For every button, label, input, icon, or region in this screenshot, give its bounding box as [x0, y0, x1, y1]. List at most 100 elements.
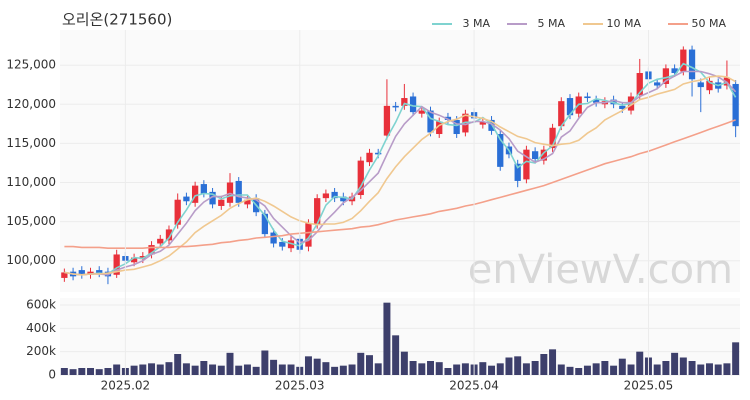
volume-bar: [627, 364, 635, 375]
candle-body: [61, 272, 68, 278]
legend-label: 3 MA: [462, 17, 490, 30]
volume-bar: [566, 366, 574, 375]
candle-body: [662, 68, 670, 84]
volume-bar: [732, 342, 740, 375]
volume-bar: [87, 368, 94, 375]
candle-body: [279, 241, 286, 247]
candle-body: [409, 96, 417, 113]
candle-body: [671, 68, 678, 74]
volume-bar: [392, 335, 400, 375]
volume-bar: [261, 350, 269, 375]
volume-bar: [697, 364, 705, 375]
y-tick-label: 110,000: [6, 175, 56, 189]
candle-body: [174, 199, 181, 225]
candle-body: [497, 134, 504, 167]
candle-body: [148, 245, 155, 255]
volume-bar: [366, 355, 373, 375]
y-tick-label: 115,000: [6, 136, 56, 150]
watermark: enViewV.com: [468, 247, 733, 293]
volume-bar: [671, 352, 679, 375]
volume-bar: [514, 356, 522, 375]
candle-body: [479, 121, 486, 125]
volume-bar: [104, 368, 112, 375]
candle-body: [270, 232, 277, 244]
volume-bar: [200, 361, 208, 375]
volume-bar: [348, 364, 356, 375]
candle-body: [619, 105, 626, 109]
volume-bar: [313, 358, 321, 375]
volume-bar: [191, 365, 199, 375]
volume-bar: [383, 302, 391, 375]
volume-bar: [374, 363, 382, 375]
volume-bar: [435, 362, 443, 375]
candle-body: [706, 80, 713, 91]
volume-bar: [592, 363, 600, 375]
volume-bar: [209, 364, 217, 375]
candle-body: [165, 229, 173, 241]
volume-bar: [69, 369, 77, 375]
legend-label: 50 MA: [691, 17, 726, 30]
candle-body: [566, 98, 574, 116]
volume-bar: [522, 363, 530, 375]
volume-bar: [610, 365, 618, 375]
candle-body: [331, 191, 338, 199]
volume-bar: [618, 358, 626, 375]
volume-bar: [304, 356, 312, 375]
candle-body: [340, 196, 347, 202]
candle-body: [697, 82, 704, 88]
candle-body: [427, 110, 434, 133]
candle-body: [375, 152, 382, 155]
ma-line: [64, 70, 737, 276]
candle-body: [593, 99, 600, 103]
candle-body: [453, 119, 460, 135]
candle-body: [218, 199, 225, 206]
volume-bar: [505, 357, 513, 375]
volume-bar: [339, 365, 347, 375]
volume-bar: [113, 364, 121, 375]
volume-bar: [139, 364, 147, 375]
volume-bar: [653, 364, 661, 375]
volume-bar: [243, 364, 251, 375]
candle-body: [235, 180, 242, 203]
volume-bar: [688, 361, 696, 375]
candle-body: [113, 254, 120, 275]
volume-bar: [409, 361, 417, 375]
candle-body: [305, 223, 312, 247]
volume-bar: [636, 351, 644, 375]
candle-body: [130, 257, 138, 263]
candle-body: [732, 83, 739, 127]
volume-bar: [714, 364, 722, 375]
volume-bar: [601, 361, 609, 375]
legend-label: 10 MA: [606, 17, 641, 30]
volume-bar: [357, 352, 365, 375]
volume-bar: [461, 363, 469, 375]
ma-line: [64, 62, 737, 276]
y-tick-label: 600k: [26, 298, 56, 312]
volume-bar: [60, 368, 68, 375]
x-tick-label: 2025.04: [449, 379, 499, 393]
candle-body: [514, 163, 521, 181]
ma-line: [64, 119, 736, 249]
volume-bar: [496, 363, 504, 375]
candle-body: [558, 101, 565, 127]
x-tick-label: 2025.02: [101, 379, 151, 393]
candle-body: [96, 270, 103, 274]
candle-body: [531, 151, 539, 160]
volume-bar: [453, 364, 461, 375]
y-tick-label: 105,000: [6, 214, 56, 228]
volume-bar: [165, 362, 173, 375]
candle-body: [680, 49, 687, 72]
candle-body: [157, 238, 164, 244]
x-tick-label: 2025.03: [275, 379, 325, 393]
x-tick-label: 2025.05: [624, 379, 674, 393]
candle-body: [357, 160, 364, 196]
candle-body: [688, 49, 696, 80]
volume-bar: [427, 361, 434, 375]
y-tick-label: 100,000: [6, 253, 56, 267]
volume-bar: [540, 354, 548, 375]
y-tick-label: 200k: [26, 344, 56, 358]
volume-bar: [575, 368, 583, 375]
candle-body: [383, 105, 391, 136]
volume-bar: [531, 361, 539, 375]
y-tick-label: 400k: [26, 321, 56, 335]
